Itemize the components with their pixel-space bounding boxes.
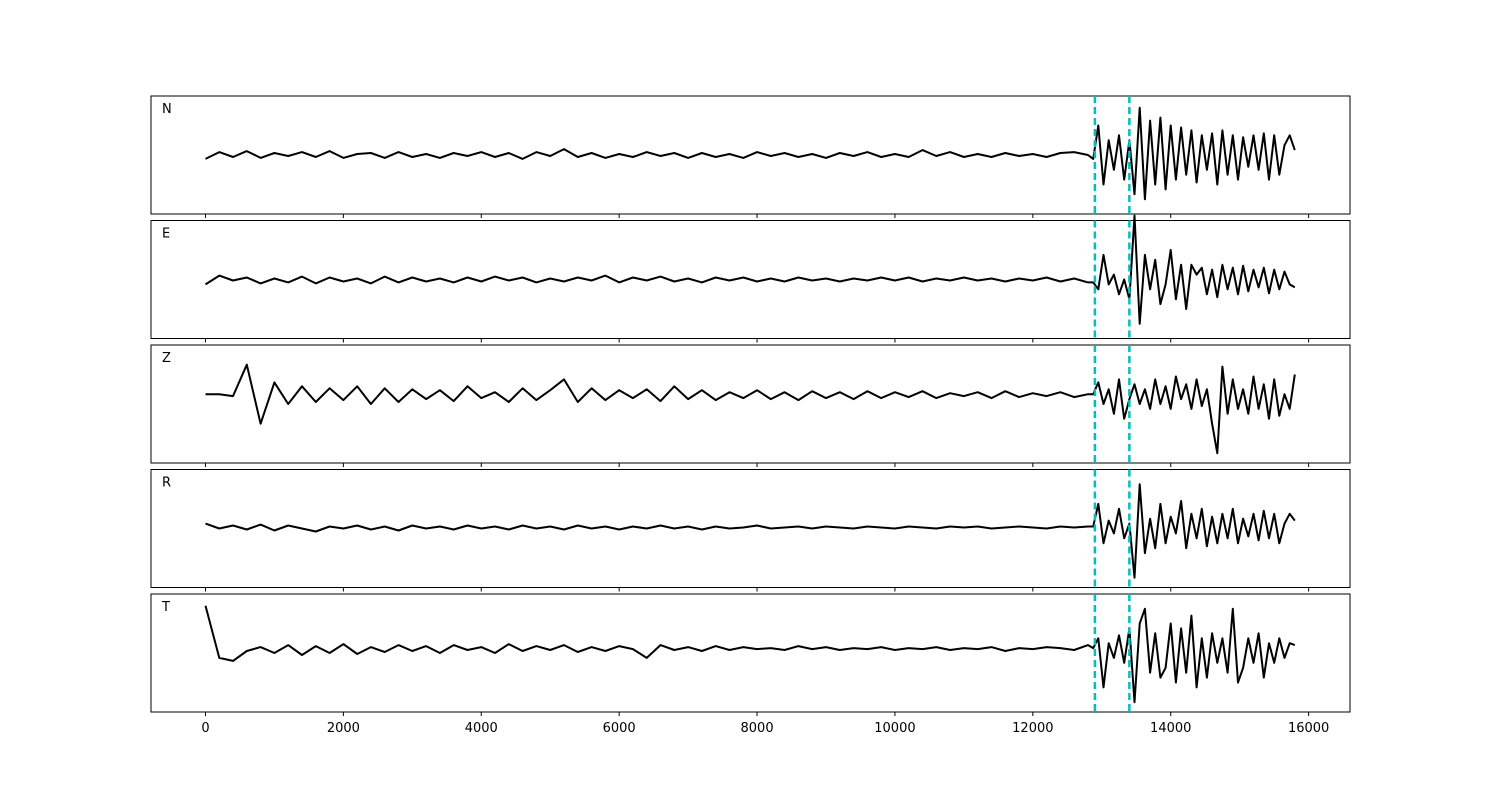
panel-frame	[150, 469, 1351, 588]
panel-frame	[150, 593, 1351, 713]
panel-frame	[150, 220, 1351, 339]
panel-label: E	[162, 227, 170, 242]
trace-line	[205, 106, 1296, 201]
x-tick-label: 6000	[603, 721, 636, 736]
x-tick-label: 14000	[1150, 721, 1191, 736]
panel-label: R	[162, 476, 171, 491]
trace-line	[204, 605, 1296, 704]
x-tick-label: 4000	[465, 721, 498, 736]
panel-label: N	[162, 102, 172, 117]
x-tick-label: 0	[201, 721, 209, 736]
panel-label: Z	[162, 351, 171, 366]
x-tick-label: 8000	[741, 721, 774, 736]
trace-line	[205, 363, 1296, 455]
x-tick-label: 16000	[1288, 721, 1329, 736]
trace-line	[205, 483, 1296, 579]
panel-frame	[150, 95, 1351, 215]
x-tick-label: 10000	[874, 721, 915, 736]
trace-line	[204, 214, 1296, 325]
panel-label: T	[161, 600, 170, 615]
x-tick-label: 12000	[1012, 721, 1053, 736]
x-tick-label: 2000	[327, 721, 360, 736]
panel-frame	[150, 344, 1351, 464]
